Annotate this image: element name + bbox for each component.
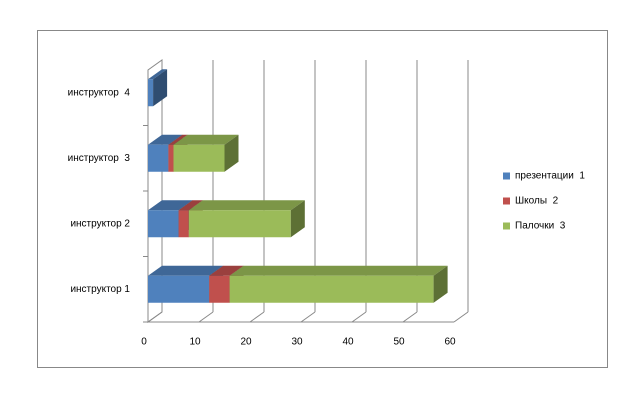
floor-grid-line — [198, 311, 214, 323]
floor-grid-line — [300, 311, 316, 323]
bar-top — [168, 134, 188, 145]
bar — [229, 275, 434, 303]
bar-top — [148, 200, 193, 211]
floor-grid-line — [249, 311, 265, 323]
y-tick-label: инструктор 3 — [68, 153, 131, 164]
x-tick-label: 60 — [444, 337, 456, 348]
bar — [148, 79, 154, 107]
y-tick-label: инструктор 1 — [70, 284, 130, 295]
legend-label: Школы 2 — [515, 196, 559, 207]
bar-top — [148, 69, 168, 80]
bar — [148, 210, 179, 238]
bar-top — [188, 200, 305, 211]
bar-side — [224, 134, 239, 172]
x-tick-label: 40 — [342, 337, 354, 348]
y-tick-label: инструктор 4 — [68, 87, 131, 98]
legend-swatch — [503, 172, 510, 180]
legend-label: Палочки 3 — [515, 221, 566, 232]
legend-swatch — [503, 222, 510, 230]
legend-swatch — [503, 197, 510, 205]
bar-top — [229, 265, 448, 276]
bar-top — [178, 200, 203, 211]
y-tick-label: инструктор 2 — [70, 218, 130, 229]
bar-side — [433, 265, 448, 303]
bar — [148, 144, 169, 172]
bar-side — [290, 200, 305, 238]
bar-side — [153, 69, 168, 107]
bar — [173, 144, 225, 172]
x-tick-label: 30 — [291, 337, 303, 348]
bar — [188, 210, 291, 238]
bar-top — [148, 265, 224, 276]
bar-top — [173, 134, 239, 145]
bar — [178, 210, 189, 238]
floor-grid-line — [453, 311, 469, 323]
bar — [168, 144, 174, 172]
x-tick-label: 0 — [141, 337, 147, 348]
bar-top — [209, 265, 244, 276]
floor-grid-line — [147, 311, 163, 323]
x-tick-label: 50 — [393, 337, 405, 348]
bar — [148, 275, 210, 303]
x-tick-label: 20 — [240, 337, 252, 348]
chart-border — [37, 30, 608, 368]
legend-label: презентации 1 — [515, 171, 585, 182]
floor-grid-line — [402, 311, 418, 323]
bar — [209, 275, 230, 303]
bar-top — [148, 134, 183, 145]
x-tick-label: 10 — [189, 337, 201, 348]
floor-grid-line — [351, 311, 367, 323]
